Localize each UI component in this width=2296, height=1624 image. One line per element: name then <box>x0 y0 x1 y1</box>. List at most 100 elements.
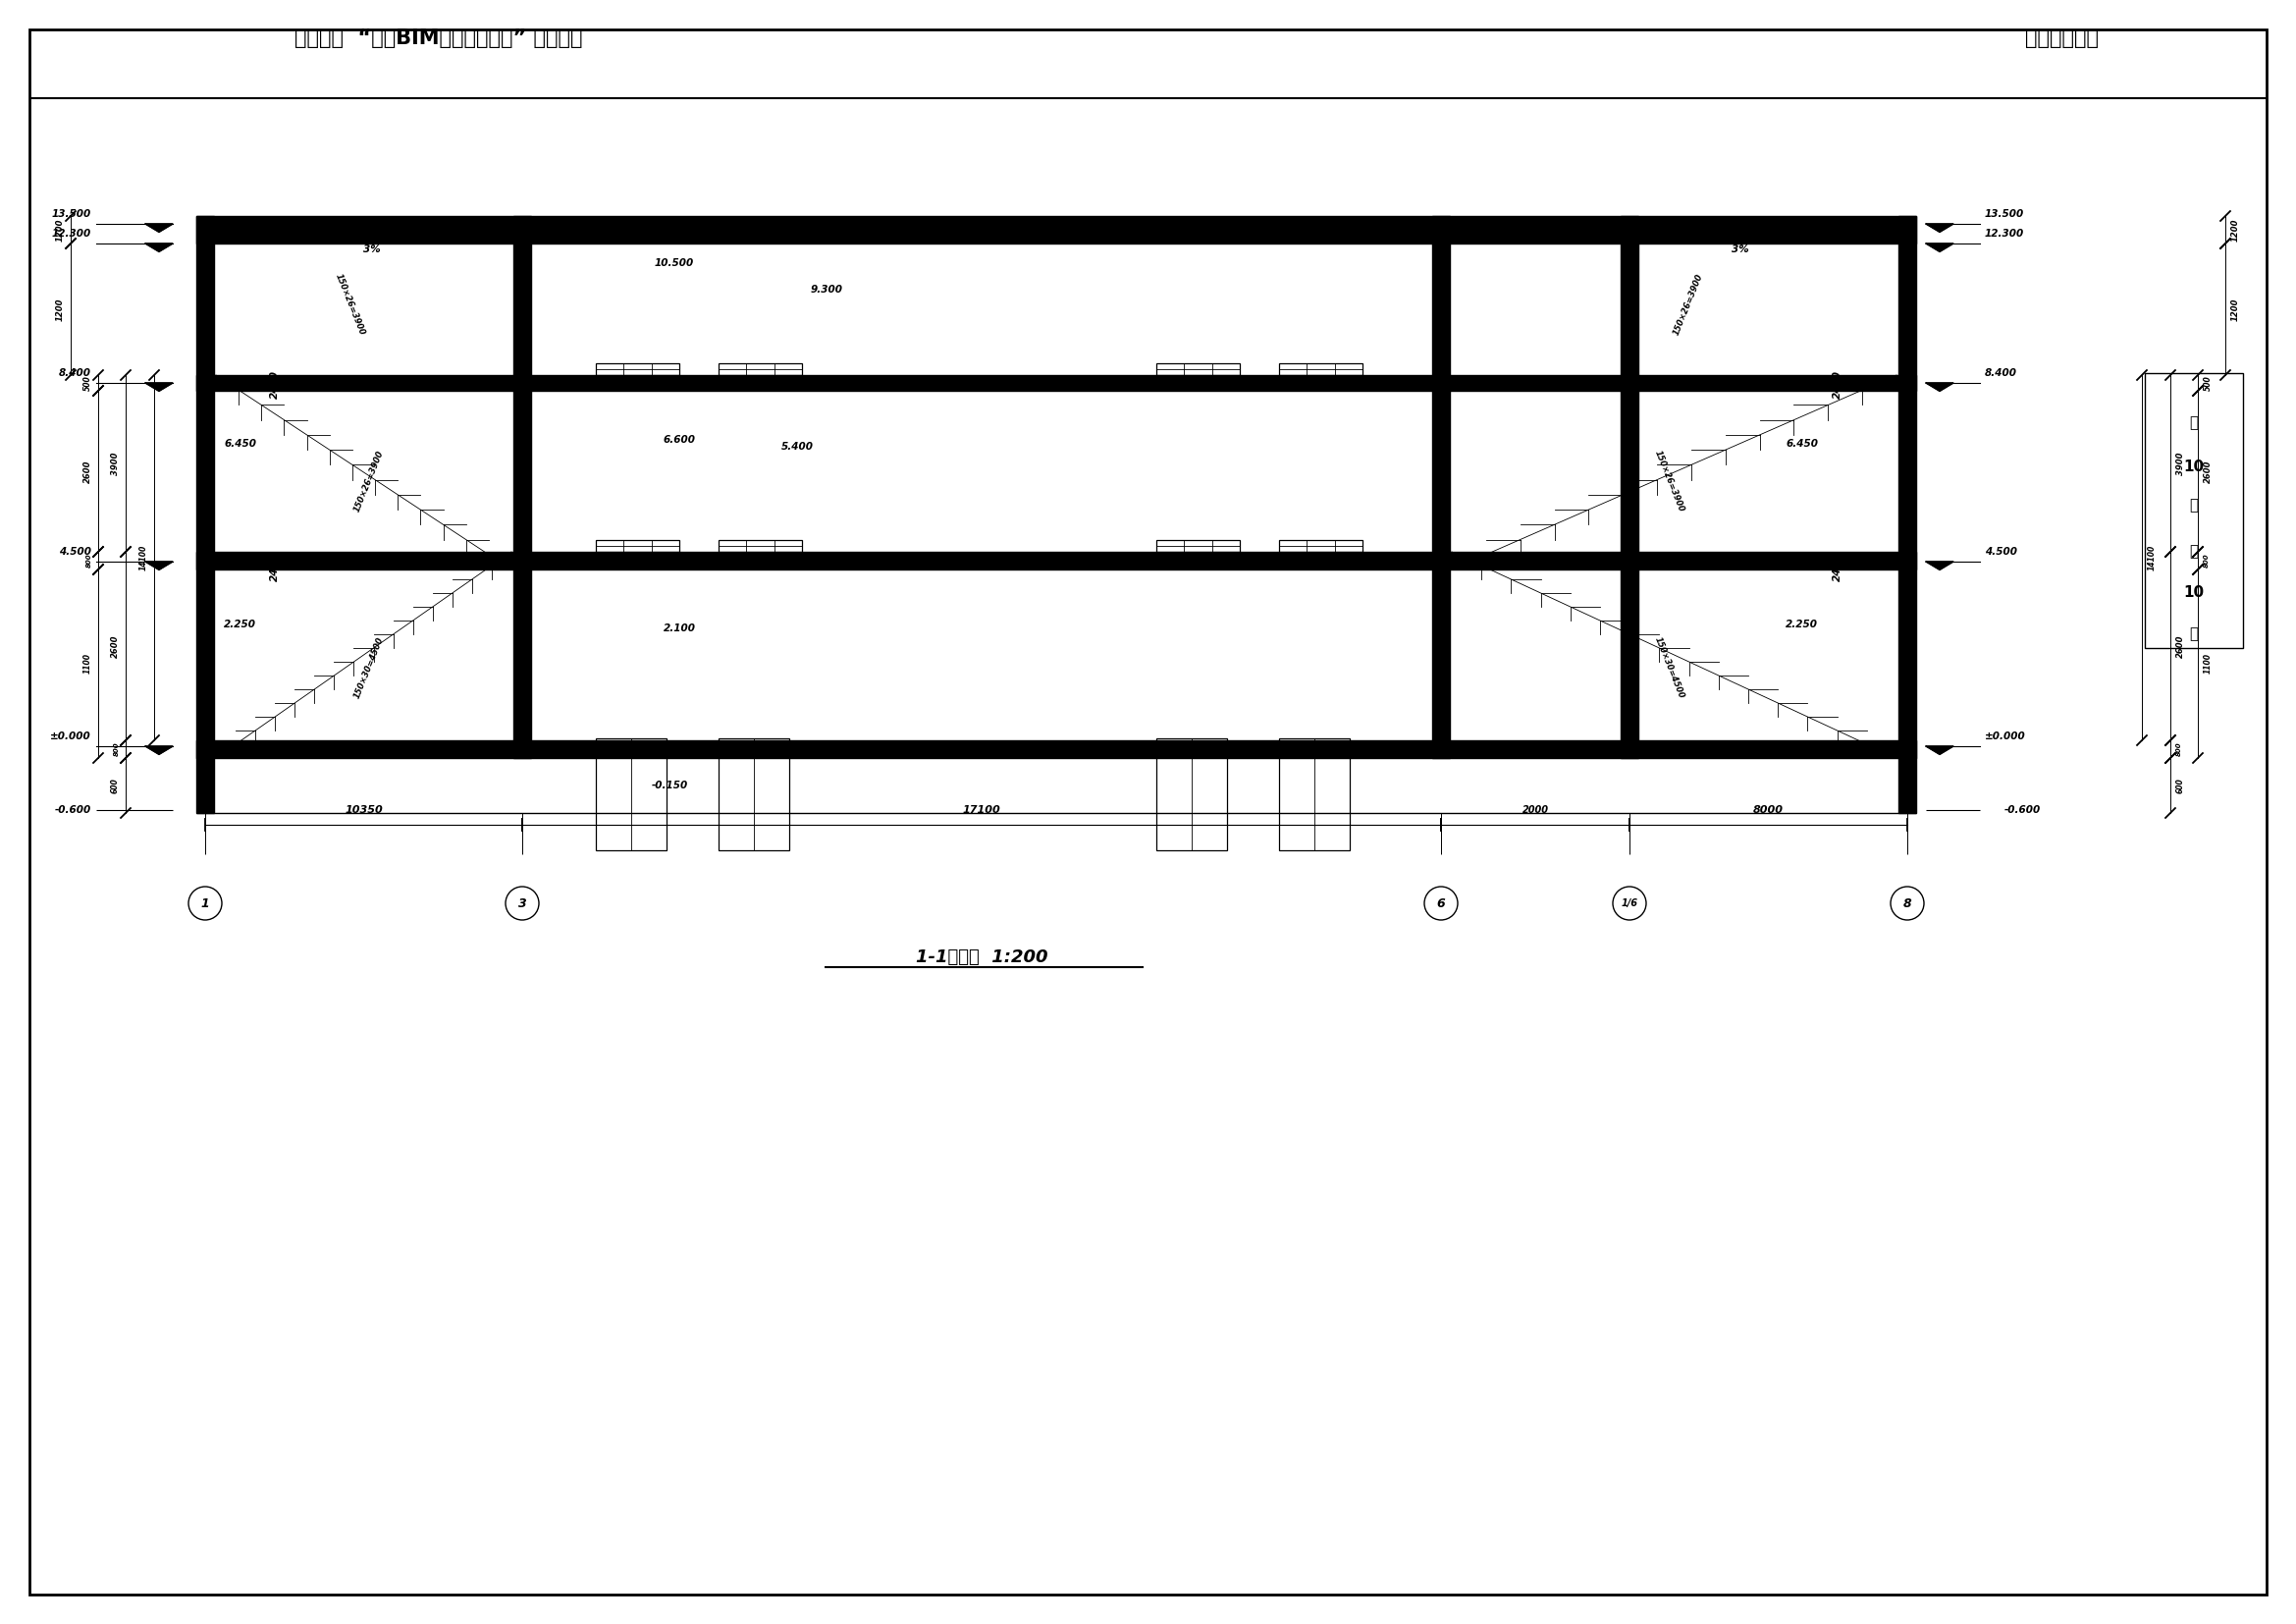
Text: 2400: 2400 <box>271 554 280 581</box>
Text: 12.300: 12.300 <box>53 229 92 239</box>
Bar <box>514 216 530 758</box>
Polygon shape <box>1926 383 1954 391</box>
Bar <box>1157 364 1240 375</box>
Text: 1100: 1100 <box>2204 653 2213 674</box>
Text: 500: 500 <box>83 375 92 391</box>
Text: 6.600: 6.600 <box>664 435 696 445</box>
Text: ±0.000: ±0.000 <box>51 731 92 741</box>
Bar <box>1279 739 1350 851</box>
Bar <box>1899 758 1917 814</box>
Bar <box>719 364 801 375</box>
Text: 150×26=3900: 150×26=3900 <box>354 448 386 513</box>
Bar <box>597 541 680 552</box>
Text: 17100: 17100 <box>962 806 1001 815</box>
Text: 1200: 1200 <box>55 297 64 322</box>
Text: 6: 6 <box>1437 896 1444 909</box>
Text: 第十二期  “全国BIM技能等级考试” 一级试题: 第十二期 “全国BIM技能等级考试” 一级试题 <box>294 29 583 49</box>
Text: 800: 800 <box>115 742 119 757</box>
Text: 8.400: 8.400 <box>1984 369 2018 378</box>
Text: 8: 8 <box>1903 896 1913 909</box>
Text: 800: 800 <box>87 554 92 568</box>
Text: 14100: 14100 <box>140 544 149 570</box>
Bar <box>719 739 790 851</box>
Text: 2400: 2400 <box>1832 370 1841 400</box>
Text: 共: 共 <box>2190 544 2197 559</box>
Text: 10.500: 10.500 <box>654 258 693 268</box>
Bar <box>1899 216 1917 758</box>
Text: 1/6: 1/6 <box>1621 898 1637 908</box>
Text: 1200: 1200 <box>2232 218 2241 242</box>
Bar <box>2144 374 2243 648</box>
Text: 8.400: 8.400 <box>60 369 92 378</box>
Text: 3900: 3900 <box>110 451 119 474</box>
Text: 2600: 2600 <box>2204 460 2213 482</box>
Text: ±0.000: ±0.000 <box>1984 731 2025 741</box>
Text: 1-1剖面图  1:200: 1-1剖面图 1:200 <box>916 948 1047 966</box>
Text: 2400: 2400 <box>271 370 280 400</box>
Text: 2000: 2000 <box>1522 806 1548 815</box>
Polygon shape <box>1926 562 1954 570</box>
Polygon shape <box>1926 244 1954 252</box>
Text: 页: 页 <box>2190 627 2197 641</box>
Bar <box>1279 541 1362 552</box>
Text: 6.450: 6.450 <box>1786 438 1818 448</box>
Polygon shape <box>145 224 172 232</box>
Text: 150×26=3900: 150×26=3900 <box>1653 448 1685 513</box>
Text: 150×30=4500: 150×30=4500 <box>354 635 386 700</box>
Text: 4.500: 4.500 <box>1984 547 2018 557</box>
Polygon shape <box>1926 224 1954 232</box>
Bar <box>197 741 1917 758</box>
Text: 4.500: 4.500 <box>60 547 92 557</box>
Text: 3900: 3900 <box>2177 451 2186 474</box>
Text: 12.300: 12.300 <box>1984 229 2025 239</box>
Text: 2400: 2400 <box>1832 554 1841 581</box>
Polygon shape <box>145 244 172 252</box>
Bar <box>1157 739 1226 851</box>
Text: 9.300: 9.300 <box>810 284 843 294</box>
Text: 13.500: 13.500 <box>1984 209 2025 219</box>
Bar <box>1621 216 1639 758</box>
Bar <box>197 216 1917 244</box>
Text: 10: 10 <box>2183 460 2204 474</box>
Text: 1100: 1100 <box>83 653 92 674</box>
Text: 5.400: 5.400 <box>781 442 813 451</box>
Bar <box>197 216 214 758</box>
Polygon shape <box>1926 745 1954 755</box>
Polygon shape <box>145 383 172 391</box>
Text: 14100: 14100 <box>2147 544 2156 570</box>
Text: 3%: 3% <box>363 245 381 255</box>
Bar <box>197 375 1917 391</box>
Bar <box>719 541 801 552</box>
Text: -0.600: -0.600 <box>55 806 92 815</box>
Text: 800: 800 <box>2177 742 2181 757</box>
Text: 800: 800 <box>2204 554 2209 568</box>
Text: -0.150: -0.150 <box>652 781 689 791</box>
Text: 600: 600 <box>2177 778 2186 793</box>
Text: 2600: 2600 <box>83 460 92 482</box>
Polygon shape <box>145 745 172 755</box>
Bar <box>597 364 680 375</box>
Text: 1: 1 <box>200 896 209 909</box>
Text: 8000: 8000 <box>1754 806 1784 815</box>
Text: 第: 第 <box>2190 416 2197 430</box>
Text: 10: 10 <box>2183 586 2204 601</box>
Bar <box>1157 541 1240 552</box>
Text: 1200: 1200 <box>2232 297 2241 322</box>
Text: -0.600: -0.600 <box>2004 806 2041 815</box>
Bar <box>597 739 666 851</box>
Text: 3: 3 <box>519 896 526 909</box>
Bar <box>197 552 1917 570</box>
Text: 10350: 10350 <box>344 806 383 815</box>
Text: 2600: 2600 <box>2177 635 2186 658</box>
Text: 1200: 1200 <box>55 218 64 242</box>
Text: 150×26=3900: 150×26=3900 <box>1671 273 1704 336</box>
Text: 150×30=4500: 150×30=4500 <box>1653 635 1685 700</box>
Text: 2.100: 2.100 <box>664 624 696 633</box>
Text: 150×26=3900: 150×26=3900 <box>333 273 365 336</box>
Text: 页: 页 <box>2190 497 2197 513</box>
Text: 3%: 3% <box>1731 245 1750 255</box>
Text: 2.250: 2.250 <box>1786 619 1818 630</box>
Bar <box>197 758 214 814</box>
Polygon shape <box>145 562 172 570</box>
Text: 2600: 2600 <box>110 635 119 658</box>
